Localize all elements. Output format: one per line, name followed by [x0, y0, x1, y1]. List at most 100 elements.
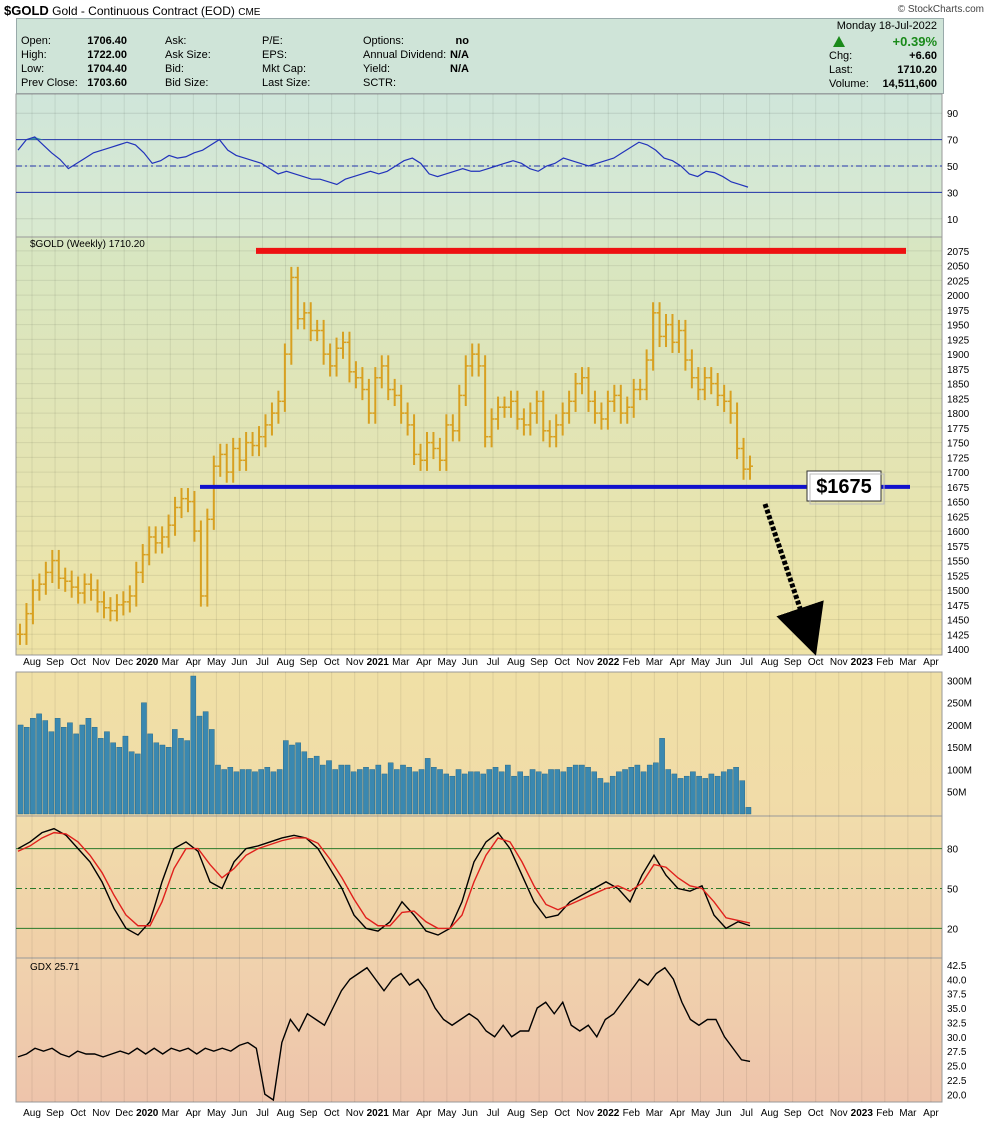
price-bar [243, 431, 250, 471]
volume-bar [745, 807, 752, 815]
price-bar [126, 585, 133, 613]
x-tick-label: May [207, 657, 226, 668]
price-bar [740, 437, 747, 480]
x-tick-label: Jun [715, 1108, 731, 1119]
volume-tick-label: 250M [947, 699, 972, 710]
volume-layer [17, 675, 752, 815]
price-bar [42, 561, 49, 595]
price-bar [617, 384, 624, 424]
price-bar [591, 390, 598, 424]
price-tick-label: 2050 [947, 262, 970, 273]
volume-bar [301, 751, 308, 815]
volume-tick-label: 100M [947, 765, 972, 776]
rsi-tick-label: 10 [947, 215, 959, 226]
x-tick-label: Mar [392, 1108, 410, 1119]
volume-bar [363, 767, 369, 815]
volume-bar [42, 720, 49, 815]
volume-bar [239, 769, 246, 815]
x-tick-label: Nov [576, 1108, 594, 1119]
volume-bar [696, 775, 702, 815]
x-tick-label: Apr [923, 657, 939, 668]
x-tick-label: Jul [256, 1108, 269, 1119]
x-tick-label: Aug [761, 1108, 779, 1119]
volume-bar [387, 762, 394, 815]
x-tick-label: 2020 [136, 1108, 159, 1119]
price-bar [320, 319, 327, 365]
volume-bar [215, 764, 221, 815]
price-bar [734, 402, 741, 460]
volume-bar [122, 735, 129, 815]
last-size-label: Last Size: [262, 77, 311, 89]
price-bar [701, 367, 708, 401]
volume-bar [542, 773, 548, 815]
volume-bar [196, 715, 203, 815]
rsi-tick-label: 70 [947, 136, 959, 147]
eps-label: EPS: [262, 49, 288, 61]
gdx-tick-label: 30.0 [947, 1033, 967, 1044]
volume-bar [603, 782, 610, 815]
price-tick-label: 2075 [947, 247, 970, 258]
price-bar [462, 355, 469, 407]
x-tick-label: Nov [576, 657, 594, 668]
stochastic-tick-label: 50 [947, 885, 959, 896]
x-tick-label: Oct [70, 1108, 86, 1119]
x-tick-label: Nov [346, 657, 364, 668]
bid-label: Bid: [165, 63, 184, 75]
volume-bar [653, 762, 659, 815]
x-tick-label: Apr [923, 1108, 939, 1119]
price-bar [113, 594, 120, 622]
price-bar [36, 573, 43, 601]
x-tick-label: Apr [416, 1108, 432, 1119]
price-bar [546, 420, 553, 448]
price-bar [533, 390, 540, 424]
gdx-legend: GDX 25.71 [30, 962, 80, 973]
x-tick-label: Aug [23, 657, 41, 668]
quote-date: Monday 18-Jul-2022 [836, 20, 937, 32]
price-bar [572, 372, 579, 412]
volume-bar [221, 769, 227, 815]
volume-bar [554, 769, 560, 815]
volume-bar [468, 771, 474, 815]
prev-close-label: Prev Close: [21, 77, 78, 89]
price-bar [146, 526, 153, 566]
symbol: $GOLD [4, 3, 49, 18]
price-bar [139, 544, 146, 583]
price-bar [501, 396, 508, 418]
x-tick-label: Aug [23, 1108, 41, 1119]
x-tick-label: Jul [740, 657, 753, 668]
open-label: Open: [21, 35, 51, 47]
x-tick-label: Feb [876, 657, 894, 668]
price-bar [714, 372, 721, 407]
rsi-tick-label: 90 [947, 109, 959, 120]
price-bar [559, 402, 566, 436]
volume-bar [579, 764, 585, 815]
open-value: 1706.40 [87, 35, 127, 47]
price-bar [624, 396, 631, 424]
yield-label: Yield: [363, 63, 391, 75]
x-tick-label: Mar [162, 657, 180, 668]
volume-bar [727, 769, 733, 815]
price-bar [643, 349, 650, 401]
gdx-tick-label: 22.5 [947, 1076, 967, 1087]
price-bar [747, 455, 753, 480]
volume-bar [116, 747, 123, 815]
price-bar [178, 488, 185, 519]
price-bar [120, 591, 127, 616]
volume-bar [455, 769, 462, 815]
volume-bar [91, 726, 98, 815]
rsi-tick-label: 50 [947, 162, 959, 173]
price-tick-label: 1400 [947, 645, 970, 656]
price-tick-label: 1750 [947, 439, 970, 450]
gdx-tick-label: 32.5 [947, 1018, 967, 1029]
brand-watermark: © StockCharts.com [897, 4, 984, 15]
x-tick-label: Apr [416, 657, 432, 668]
volume-bar [714, 775, 721, 815]
x-tick-label: Jun [462, 657, 478, 668]
volume-bar [172, 729, 178, 815]
volume-bar [184, 740, 190, 815]
x-tick-label: Mar [899, 1108, 917, 1119]
volume-bar [73, 733, 79, 815]
x-tick-label: 2023 [851, 657, 874, 668]
price-bar [217, 443, 224, 477]
price-bar [49, 549, 56, 583]
